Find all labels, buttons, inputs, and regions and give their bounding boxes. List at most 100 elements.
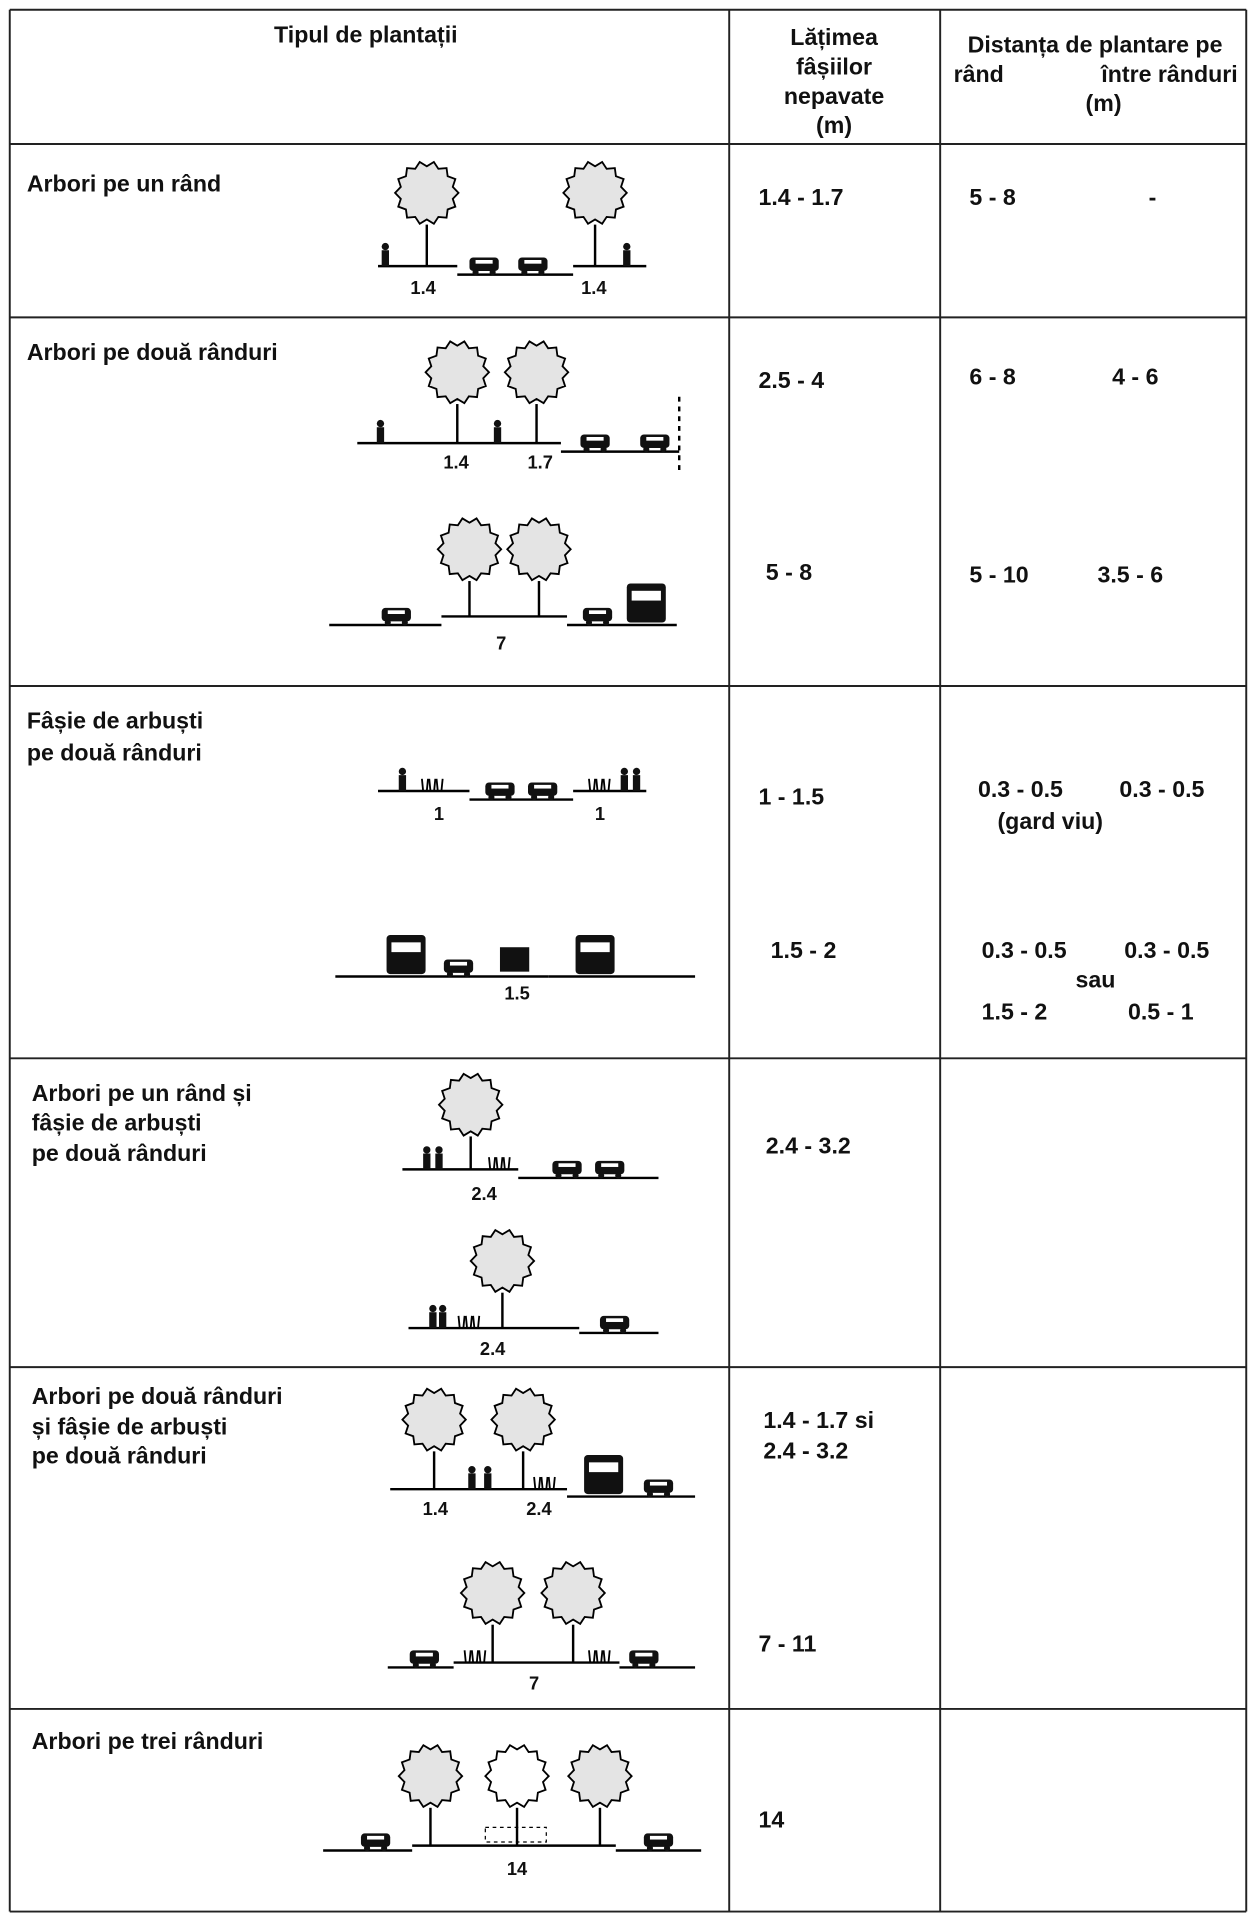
wheel [632, 1661, 639, 1669]
shrub [472, 1315, 476, 1329]
shrub [547, 1476, 551, 1490]
person [435, 1153, 443, 1170]
wheel [446, 971, 454, 978]
width-value: 1.4 - 1.7 si [763, 1407, 874, 1433]
person [423, 1153, 431, 1170]
person [429, 1312, 437, 1329]
person-head [484, 1466, 492, 1474]
header: Tipul de plantații [274, 22, 458, 49]
shrub [600, 778, 604, 792]
car-window [635, 1652, 653, 1657]
shrub [435, 778, 439, 792]
wheel [531, 794, 538, 801]
shrub [492, 1157, 496, 1170]
spacing-value: 0.3 - 0.5 [1119, 776, 1204, 802]
car-window [558, 1163, 576, 1167]
shrub [483, 1650, 487, 1663]
car [643, 1479, 674, 1493]
shrub [592, 1650, 596, 1663]
row-label: Arbori pe două rânduri [27, 339, 278, 365]
car [409, 1650, 439, 1664]
wheel [600, 446, 607, 453]
row-label: Arbori pe un rând și [32, 1080, 252, 1107]
header: (m) [1086, 90, 1122, 116]
dimension: 1.5 [504, 983, 529, 1004]
bus-window [391, 942, 421, 953]
wheel [643, 446, 650, 453]
row-label: pe două rânduri [32, 1140, 207, 1166]
wheel [548, 794, 555, 801]
shrub [469, 1315, 473, 1329]
wheel [463, 971, 471, 978]
tree [562, 160, 629, 225]
car [469, 257, 499, 271]
spacing-value: 0.3 - 0.5 [982, 937, 1067, 963]
row-label: Arbori pe un rând [27, 171, 221, 197]
person [493, 427, 502, 444]
car-window [387, 610, 405, 614]
shrub [462, 1315, 466, 1329]
row-label: pe două rânduri [32, 1443, 207, 1469]
shrub [428, 778, 432, 792]
wheel [381, 1845, 388, 1852]
dimension: 1.4 [443, 452, 469, 473]
shrub [545, 1476, 549, 1490]
wheel [555, 1172, 562, 1179]
header: Lățimea [790, 24, 879, 51]
wheel [663, 1491, 671, 1498]
spacing-value: 6 - 8 [969, 364, 1015, 390]
dimension: 14 [507, 1858, 528, 1879]
car-window [649, 1835, 668, 1840]
shrub [595, 778, 599, 792]
shrub [478, 1650, 482, 1663]
dimension: 7 [496, 632, 506, 653]
car [629, 1650, 659, 1664]
spacing-value: 5 - 8 [969, 184, 1015, 210]
spacing-value: sau [1076, 967, 1116, 993]
width-value: 1.5 - 2 [771, 937, 837, 963]
tree [437, 1072, 504, 1137]
person-head [438, 1304, 447, 1313]
dimension: 7 [529, 1672, 539, 1693]
person-head [435, 1146, 443, 1154]
path-outline [484, 1826, 547, 1843]
shrub [477, 1315, 481, 1329]
shrub [588, 778, 592, 792]
tree [506, 517, 572, 582]
width-value: 1.4 - 1.7 [758, 184, 843, 210]
wheel [505, 794, 512, 801]
row-label: pe două rânduri [27, 739, 202, 765]
person-head [376, 419, 385, 428]
shrub [588, 1650, 592, 1663]
shrub [592, 778, 596, 792]
person [632, 775, 641, 791]
spacing-value: 0.3 - 0.5 [1124, 937, 1209, 963]
spacing-value: 4 - 6 [1112, 364, 1158, 390]
car [595, 1160, 625, 1175]
shrub [475, 1650, 479, 1663]
width-value: 2.4 - 3.2 [766, 1133, 851, 1159]
spacing-value: 1.5 - 2 [982, 998, 1048, 1024]
wheel [538, 269, 545, 276]
row-label: Fâșie de arbuști [27, 708, 203, 735]
car-window [534, 784, 552, 789]
tree [397, 1743, 464, 1809]
bus [575, 935, 615, 975]
wheel [660, 446, 667, 453]
car-window [475, 260, 493, 264]
shrub [488, 1157, 492, 1170]
wheel [598, 1172, 605, 1179]
width-value: 7 - 11 [758, 1631, 816, 1657]
dimension: 1.4 [410, 277, 436, 298]
row-label: și fâșie de arbuști [32, 1413, 228, 1440]
shrub [502, 1157, 506, 1170]
header: între rânduri [1100, 61, 1237, 87]
dimension: 2.4 [480, 1338, 506, 1359]
wheel [489, 269, 496, 276]
wheel [620, 1327, 627, 1334]
tree [566, 1743, 633, 1809]
tree [490, 1387, 557, 1452]
bus [626, 583, 666, 623]
person-head [493, 419, 502, 428]
